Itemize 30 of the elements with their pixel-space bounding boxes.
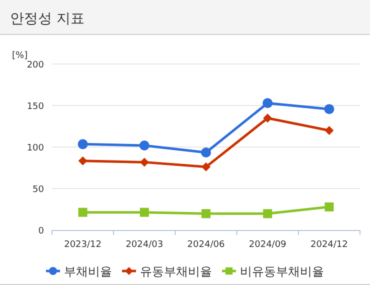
y-tick-label: 100 xyxy=(26,144,44,154)
point xyxy=(202,209,210,218)
legend-label: 유동부채비율 xyxy=(140,264,212,278)
point xyxy=(78,208,88,217)
point xyxy=(201,147,211,158)
legend-label: 비유동부채비율 xyxy=(240,264,324,278)
x-tick-label: 2024/12 xyxy=(310,240,348,250)
point xyxy=(139,140,150,151)
point xyxy=(324,126,334,135)
point xyxy=(263,209,272,218)
point xyxy=(324,202,334,212)
y-tick-label: 50 xyxy=(32,185,44,195)
point xyxy=(262,98,273,108)
y-tick-label: 150 xyxy=(26,102,44,112)
y-tick-label: 200 xyxy=(26,60,44,70)
x-tick-label: 2024/09 xyxy=(248,240,287,250)
point xyxy=(202,162,210,172)
point xyxy=(324,104,334,114)
y-axis-title: [%] xyxy=(12,51,28,61)
point xyxy=(78,139,88,150)
y-tick-label: 0 xyxy=(38,226,44,236)
x-tick-label: 2023/12 xyxy=(64,240,102,250)
chart-title: 안정성 지표 xyxy=(10,11,84,27)
point xyxy=(263,114,272,123)
point xyxy=(140,158,149,167)
point xyxy=(78,156,88,166)
x-tick-label: 2024/06 xyxy=(187,240,225,250)
x-tick-label: 2024/03 xyxy=(126,240,164,250)
point xyxy=(140,208,149,217)
legend-label: 부채비율 xyxy=(64,264,112,278)
